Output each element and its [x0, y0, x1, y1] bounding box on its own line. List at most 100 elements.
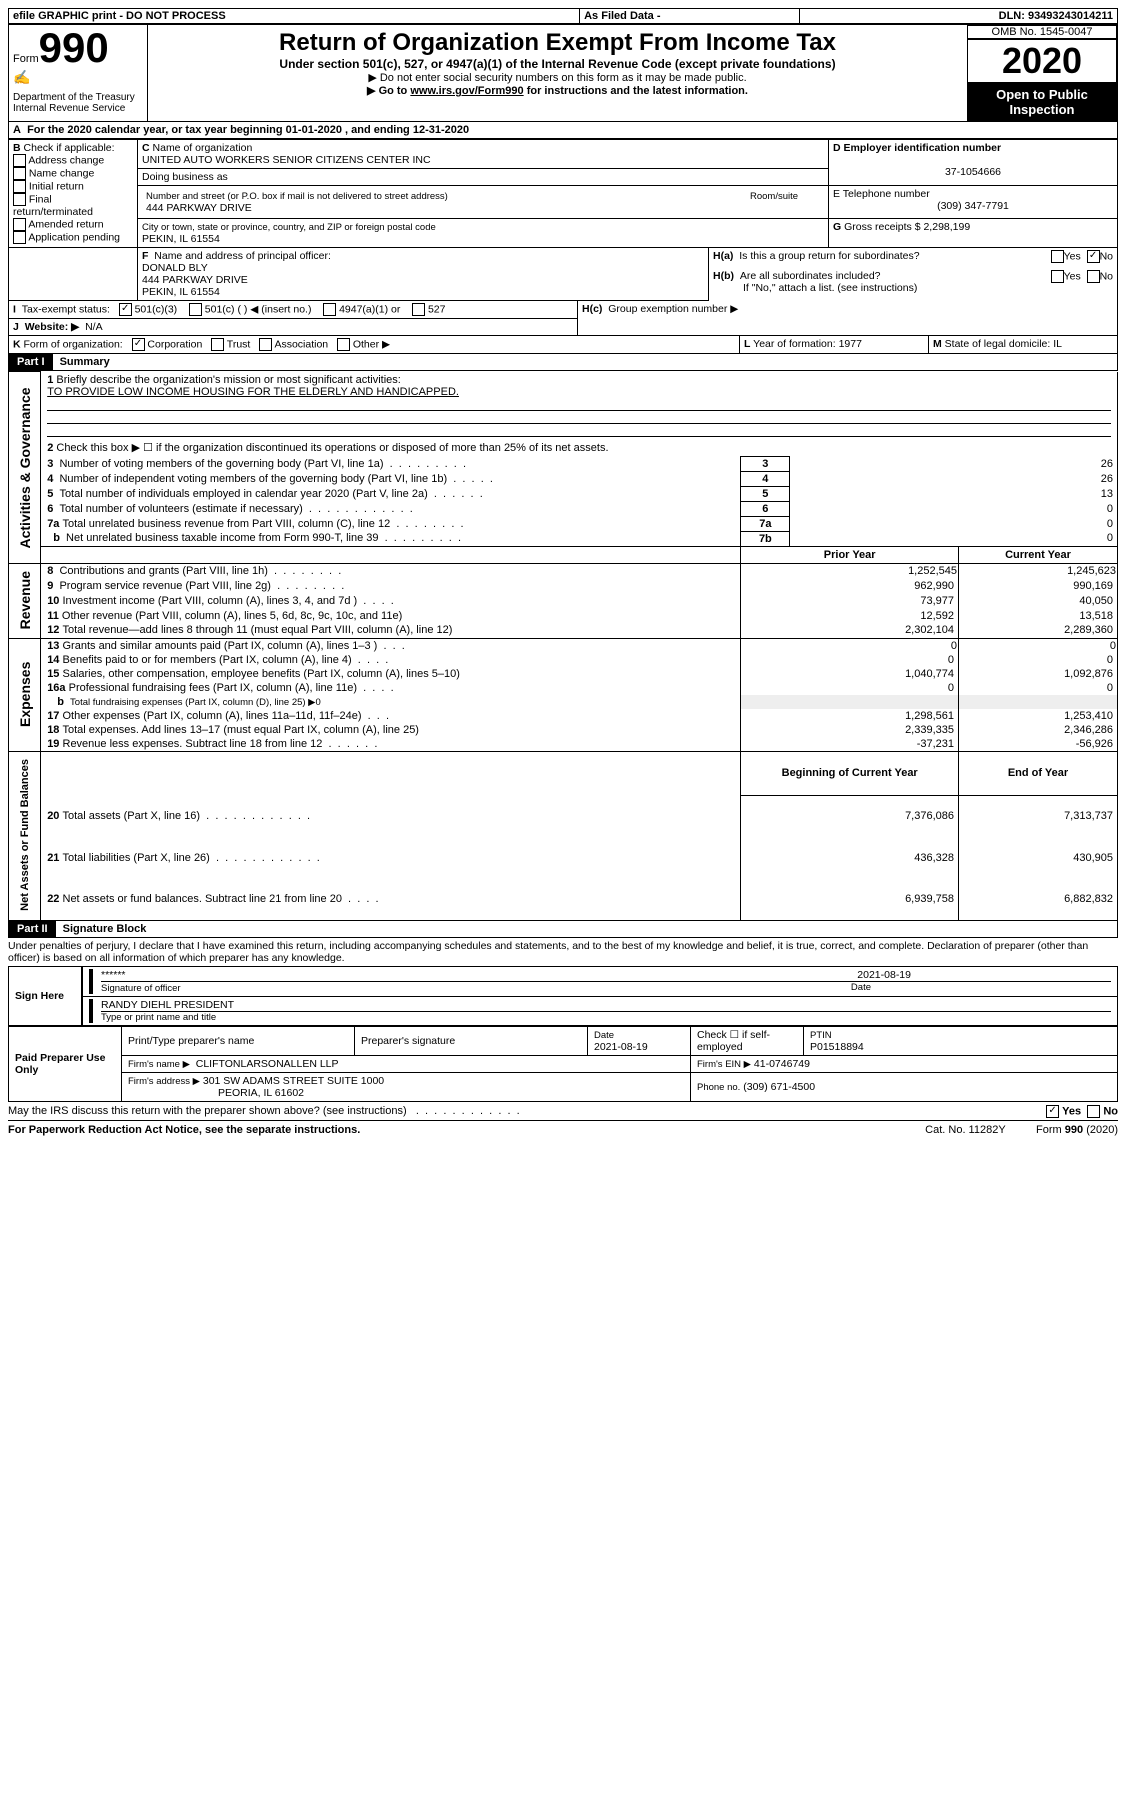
ha-label: Is this a group return for subordinates?: [739, 250, 919, 262]
line2: Check this box ▶ ☐ if the organization d…: [56, 442, 608, 454]
k-label: Form of organization:: [24, 338, 123, 350]
j-label: Website: ▶: [25, 321, 80, 333]
current-year-hdr: Current Year: [959, 546, 1118, 563]
discuss-text: May the IRS discuss this return with the…: [8, 1105, 407, 1117]
b-addr: Address change: [28, 154, 104, 166]
ptin: P01518894: [810, 1041, 864, 1053]
b-amend: Amended return: [28, 218, 103, 230]
goto-pre: ▶ Go to: [367, 85, 410, 97]
dept-label: Department of the Treasury: [13, 92, 143, 103]
goto-post: for instructions and the latest informat…: [524, 85, 748, 97]
val-6: 0: [790, 501, 1118, 516]
mission-desc: TO PROVIDE LOW INCOME HOUSING FOR THE EL…: [47, 386, 459, 398]
summary-table: Activities & Governance 1 Briefly descri…: [8, 371, 1118, 921]
c-name-label: Name of organization: [153, 142, 253, 154]
prep-sig: Preparer's signature: [355, 1026, 588, 1055]
officer-city: PEKIN, IL 61554: [142, 286, 220, 298]
paid-preparer-block: Paid Preparer Use Only Print/Type prepar…: [8, 1026, 1118, 1102]
begin-hdr: Beginning of Current Year: [741, 751, 959, 795]
form-subtitle: Under section 501(c), 527, or 4947(a)(1)…: [156, 57, 959, 71]
k-l-m-block: K Form of organization: ✓ Corporation Tr…: [8, 336, 1118, 354]
entity-block: B Check if applicable: Address change Na…: [8, 139, 1118, 248]
check-self: Check ☐ if self-employed: [691, 1026, 804, 1055]
val-7b: 0: [790, 531, 1118, 546]
l-label: Year of formation:: [753, 338, 836, 350]
street-value: 444 PARKWAY DRIVE: [146, 202, 252, 214]
print-name: Print/Type preparer's name: [122, 1026, 355, 1055]
val-7a: 0: [790, 516, 1118, 531]
b-init: Initial return: [29, 180, 84, 192]
m-label: State of legal domicile:: [945, 338, 1051, 350]
line-a: A For the 2020 calendar year, or tax yea…: [8, 122, 1118, 139]
sign-here-block: Sign Here ****** 2021-08-19 Signature of…: [8, 966, 1118, 1026]
form-number: 990: [39, 24, 109, 71]
officer-street: 444 PARKWAY DRIVE: [142, 274, 248, 286]
firm-phone: (309) 671-4500: [743, 1081, 815, 1093]
org-name: UNITED AUTO WORKERS SENIOR CITIZENS CENT…: [142, 154, 431, 166]
dln-label: DLN: 93493243014211: [800, 9, 1118, 24]
b-app: Application pending: [28, 231, 120, 243]
f-h-block: F Name and address of principal officer:…: [8, 248, 1118, 301]
sig-date: 2021-08-19: [857, 969, 1111, 981]
firm-city: PEORIA, IL 61602: [128, 1087, 304, 1099]
i-label: Tax-exempt status:: [22, 303, 110, 315]
type-label: Type or print name and title: [101, 1011, 1111, 1023]
activities-label: Activities & Governance: [9, 372, 41, 564]
form-word: Form: [13, 53, 39, 65]
open-public: Open to Public Inspection: [967, 83, 1117, 121]
efile-label: efile GRAPHIC print - DO NOT PROCESS: [9, 9, 580, 24]
street-label: Number and street (or P.O. box if mail i…: [146, 191, 448, 202]
city-label: City or town, state or province, country…: [142, 222, 436, 233]
firm-addr: 301 SW ADAMS STREET SUITE 1000: [203, 1075, 384, 1087]
domicile: IL: [1053, 338, 1062, 350]
room-label: Room/suite: [750, 191, 798, 202]
ein-value: 37-1054666: [833, 166, 1113, 178]
hc-label: Group exemption number ▶: [608, 303, 738, 315]
b-label: Check if applicable:: [24, 142, 115, 154]
omb-number: OMB No. 1545-0047: [967, 25, 1117, 39]
gross-receipts: 2,298,199: [923, 221, 970, 233]
prior-year-hdr: Prior Year: [741, 546, 959, 563]
form-title: Return of Organization Exempt From Incom…: [156, 29, 959, 57]
expenses-label: Expenses: [9, 638, 41, 751]
sig-stars: ******: [101, 969, 126, 981]
netassets-label: Net Assets or Fund Balances: [9, 751, 41, 920]
paid-preparer: Paid Preparer Use Only: [9, 1026, 122, 1101]
phone-value: (309) 347-7791: [833, 200, 1113, 212]
year-formed: 1977: [839, 338, 862, 350]
val-5: 13: [790, 486, 1118, 501]
irs-label: Internal Revenue Service: [13, 103, 143, 114]
hb-note: If "No," attach a list. (see instruction…: [713, 282, 917, 294]
firm-name: CLIFTONLARSONALLEN LLP: [196, 1058, 339, 1070]
part-i-label: Part I: [9, 354, 53, 370]
part-ii-label: Part II: [9, 921, 56, 937]
tax-year: 2020: [967, 39, 1117, 83]
dba-label: Doing business as: [142, 171, 228, 183]
g-label: Gross receipts $: [844, 221, 920, 233]
form-header: Form990 ✍ Department of the Treasury Int…: [8, 24, 1118, 122]
val-4: 26: [790, 471, 1118, 486]
sign-here: Sign Here: [9, 966, 83, 1025]
i-j-block: I Tax-exempt status: ✓ 501(c)(3) 501(c) …: [8, 301, 1118, 336]
revenue-label: Revenue: [9, 563, 41, 638]
top-bar: efile GRAPHIC print - DO NOT PROCESS As …: [8, 8, 1118, 24]
cat-no: Cat. No. 11282Y: [925, 1124, 1005, 1136]
summary-label: Summary: [56, 354, 114, 370]
officer-name: DONALD BLY: [142, 262, 208, 274]
officer-sig-name: RANDY DIEHL PRESIDENT: [101, 999, 234, 1011]
end-hdr: End of Year: [959, 751, 1118, 795]
line1-text: Briefly describe the organization's miss…: [56, 374, 400, 386]
website: N/A: [85, 321, 103, 333]
d-label: Employer identification number: [844, 142, 1002, 154]
sigblock-label: Signature Block: [59, 921, 151, 937]
irs-link[interactable]: www.irs.gov/Form990: [410, 85, 523, 97]
firm-ein: 41-0746749: [754, 1058, 810, 1070]
phone-label: E Telephone number: [833, 188, 930, 200]
perjury-text: Under penalties of perjury, I declare th…: [8, 938, 1118, 966]
val-3: 26: [790, 456, 1118, 471]
asfiled-label: As Filed Data -: [580, 9, 800, 24]
b-name: Name change: [29, 167, 94, 179]
paperwork-note: For Paperwork Reduction Act Notice, see …: [8, 1124, 360, 1136]
ssn-note: ▶ Do not enter social security numbers o…: [156, 71, 959, 84]
sig-officer-label: Signature of officer: [101, 983, 181, 994]
